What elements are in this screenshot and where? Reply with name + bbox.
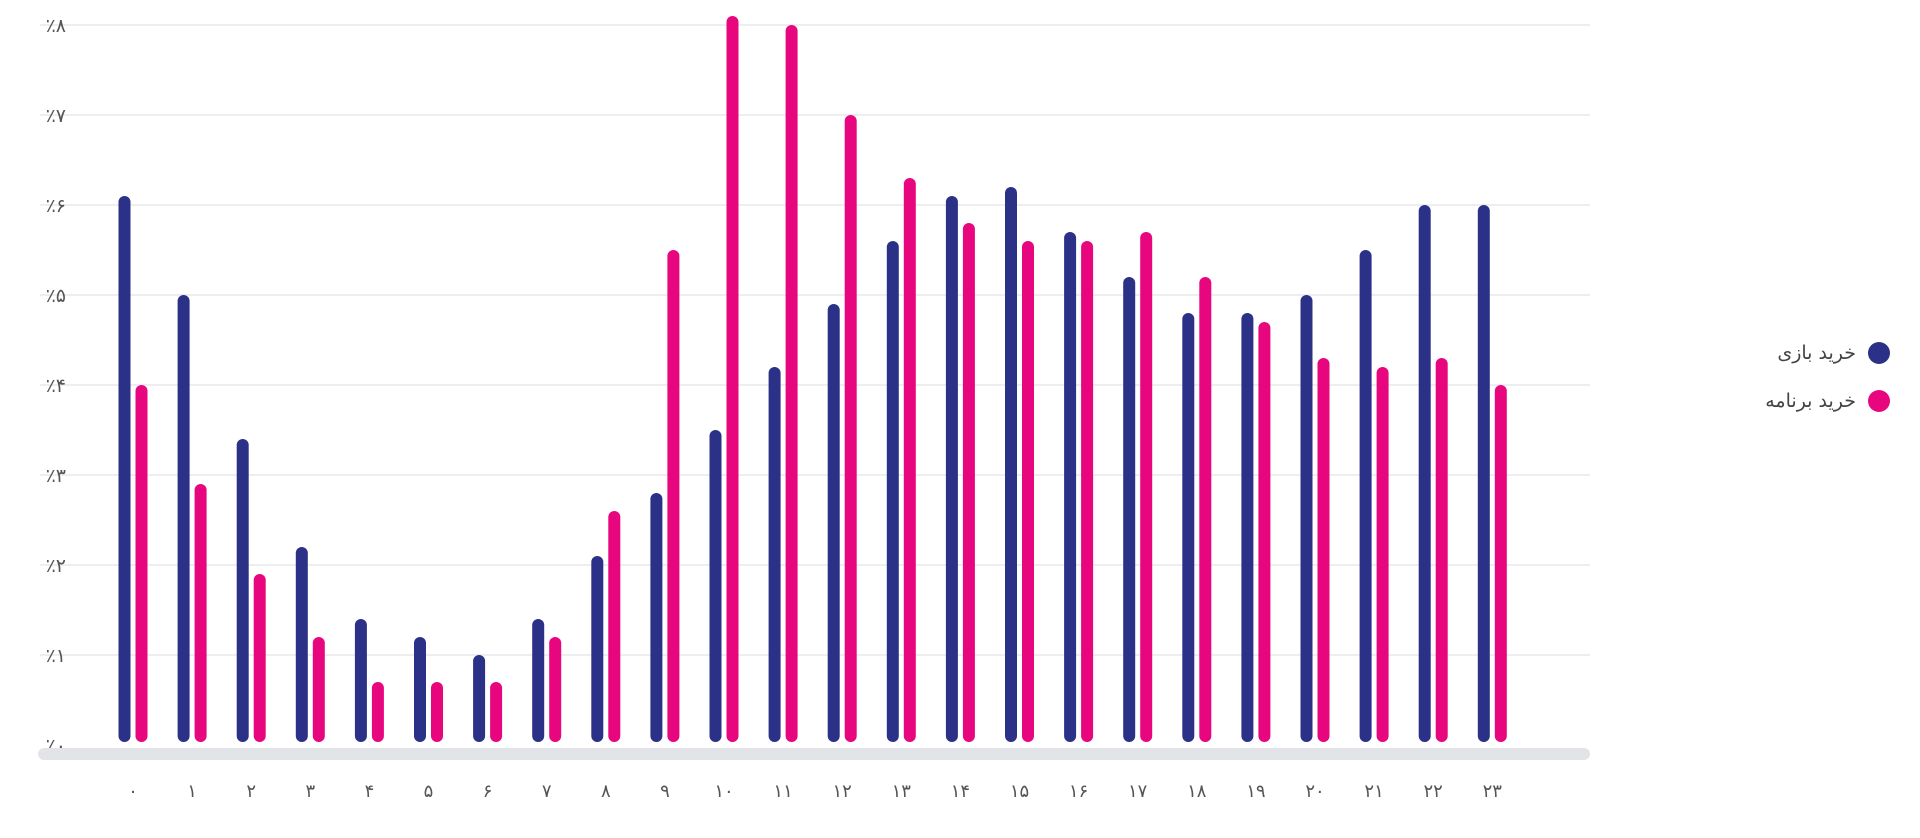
bar-app-6[interactable] [490,682,503,742]
bar-game-20[interactable] [1300,295,1313,742]
x-tick-label: ۲۲ [1424,781,1443,802]
bar-game-19[interactable] [1241,313,1254,742]
x-tick-label: ۲ [246,781,256,802]
bar-app-20[interactable] [1317,358,1330,742]
bar-app-15[interactable] [1022,241,1034,742]
x-tick-label: ۲۱ [1364,781,1383,802]
bar-app-3[interactable] [312,637,325,742]
y-tick-label: ٪۳ [46,465,66,487]
legend-item-game[interactable]: خرید بازی [1777,338,1890,368]
bar-app-23[interactable] [1494,385,1507,742]
x-tick-label: ۲۳ [1483,781,1503,802]
x-axis-ticks: ۰ ۱ ۲ ۳ ۴ ۵ ۶ ۷ ۸ ۹ ۱۰ ۱۱ ۱۲ ۱۳ ۱۴ ۱۵ ۱۶ ۱۷ ۱۸ ۱۹ ۲۰ ۲۱ ۲۲ ۲۳ [128,781,1502,802]
bar-game-1[interactable] [177,295,190,742]
x-tick-label: ۱۷ [1128,781,1148,802]
x-tick-label: ۷ [542,781,552,802]
bar-game-10[interactable] [709,430,722,742]
bar-game-7[interactable] [532,619,545,742]
y-tick-label: ٪۲ [46,555,66,577]
bar-app-1[interactable] [194,484,207,742]
x-tick-label: ۱۱ [773,781,792,802]
bar-app-9[interactable] [667,250,680,742]
y-axis-ticks: ٪۰٪۱٪۲٪۳٪۴٪۵٪۶٪۷٪۸ [46,15,66,757]
y-tick-label: ٪۵ [46,285,66,307]
x-tick-label: ۸ [601,781,611,802]
x-tick-label: ۶ [483,781,493,802]
x-tick-label: ۳ [305,781,315,802]
x-tick-label: ۱۰ [714,781,733,802]
bar-game-6[interactable] [473,655,486,742]
bar-game-9[interactable] [650,493,663,742]
bar-game-12[interactable] [827,304,840,742]
x-tick-label: ۱۳ [892,781,912,802]
bar-game-21[interactable] [1359,250,1372,742]
x-tick-label: ۱۸ [1187,781,1207,802]
x-tick-label: ۱ [187,781,197,802]
y-tick-label: ٪۴ [46,375,66,397]
x-tick-label: ۴ [365,781,375,802]
legend-label-app: خرید برنامه [1765,390,1856,412]
bar-game-18[interactable] [1182,313,1195,742]
legend-swatch-game [1868,342,1890,364]
bar-app-10[interactable] [726,16,739,742]
bar-game-22[interactable] [1418,205,1431,742]
bar-app-13[interactable] [903,178,916,742]
bar-app-19[interactable] [1258,322,1271,742]
x-tick-label: ۱۵ [1010,781,1029,802]
bar-game-0[interactable] [118,196,131,742]
bar-chart: ٪۰٪۱٪۲٪۳٪۴٪۵٪۶٪۷٪۸ ۰ ۱ ۲ ۳ ۴ ۵ ۶ ۷ ۸ ۹ ۱۰ ۱۱ ۱۲ ۱۳ ۱۴ ۱… [38,15,1590,802]
y-tick-label: ٪۷ [46,105,66,127]
bar-app-17[interactable] [1140,232,1153,742]
x-tick-label: ۵ [424,781,434,802]
x-axis-baseline [38,748,1590,760]
bar-app-7[interactable] [549,637,562,742]
bar-game-16[interactable] [1064,232,1077,742]
x-tick-label: ۹ [660,781,670,802]
x-tick-label: ۲۰ [1305,781,1324,802]
bar-app-0[interactable] [135,385,148,742]
y-tick-label: ٪۶ [46,195,66,217]
bar-app-18[interactable] [1199,277,1212,742]
bar-app-11[interactable] [785,25,798,742]
bar-game-2[interactable] [236,439,249,742]
bar-app-16[interactable] [1081,241,1094,742]
bar-game-3[interactable] [295,547,308,742]
grid-lines [40,24,1590,656]
x-tick-label: ۱۶ [1069,781,1088,802]
bar-game-17[interactable] [1123,277,1136,742]
bar-game-13[interactable] [886,241,899,742]
y-tick-label: ٪۱ [46,645,66,667]
bar-app-2[interactable] [253,574,266,742]
legend-item-app[interactable]: خرید برنامه [1765,386,1890,416]
bar-game-15[interactable] [1005,187,1017,742]
bar-game-4[interactable] [354,619,367,742]
y-tick-label: ٪۸ [46,15,66,37]
bar-app-14[interactable] [962,223,975,742]
bar-game-14[interactable] [945,196,958,742]
bar-app-8[interactable] [608,511,621,742]
bar-game-11[interactable] [768,367,781,742]
legend-swatch-app [1868,390,1890,412]
bar-app-22[interactable] [1435,358,1448,742]
x-tick-label: ۱۴ [951,781,970,802]
bar-app-21[interactable] [1376,367,1389,742]
x-tick-label: ۰ [128,781,138,802]
bar-app-4[interactable] [371,682,384,742]
bar-app-5[interactable] [431,682,443,742]
bar-game-8[interactable] [591,556,604,742]
bars [118,16,1507,742]
legend-label-game: خرید بازی [1777,342,1856,364]
bar-game-23[interactable] [1477,205,1490,742]
bar-app-12[interactable] [844,115,857,742]
x-tick-label: ۱۹ [1246,781,1265,802]
x-tick-label: ۱۲ [833,781,852,802]
bar-game-5[interactable] [414,637,426,742]
